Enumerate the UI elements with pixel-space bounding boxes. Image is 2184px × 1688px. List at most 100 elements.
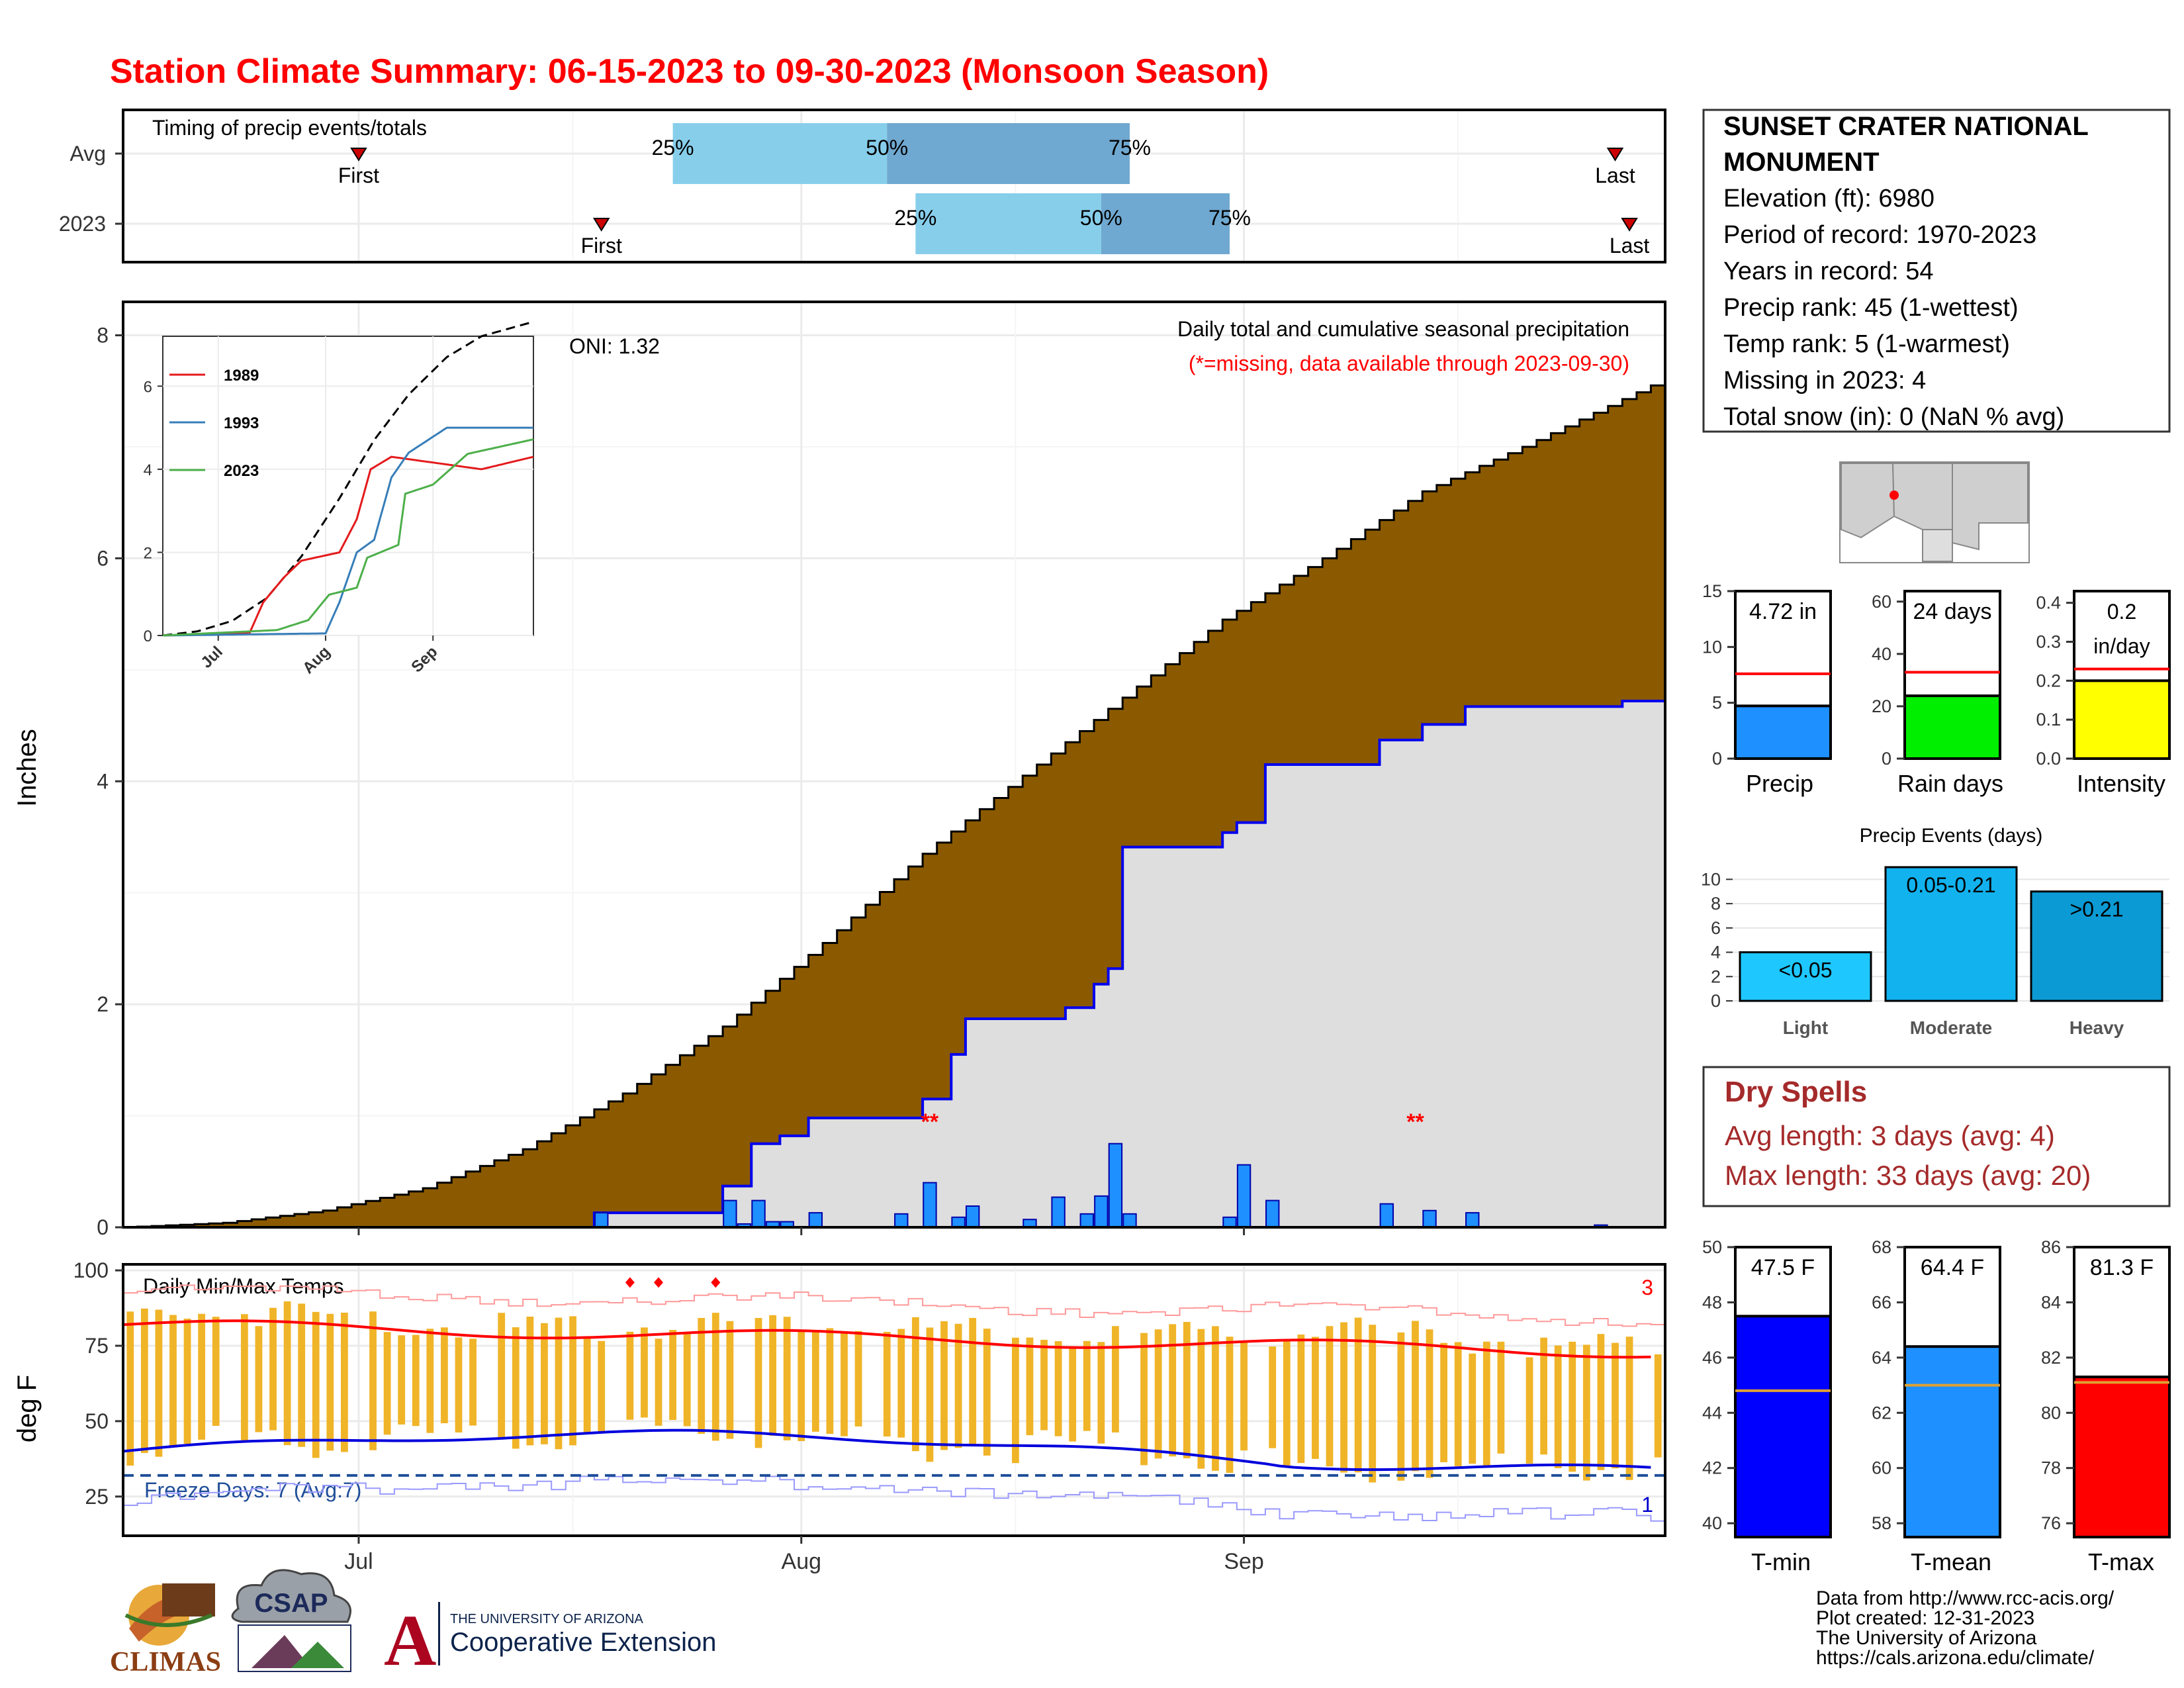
timing-last-label: Last [1610, 234, 1650, 258]
tmax-summary-y-tick-label: 82 [2041, 1348, 2061, 1368]
timing-box-25-50 [672, 123, 887, 184]
intensity-summary-y-tick-label: 0.3 [2036, 632, 2061, 651]
cold-days-count: 1 [1641, 1493, 1653, 1517]
events-y-tick-label: 6 [1711, 918, 1721, 938]
daily-temp-bar [1412, 1321, 1419, 1472]
daily-temp-bar [1354, 1317, 1362, 1473]
tmax-bar-xlabel: T-max [2088, 1548, 2154, 1575]
daily-temp-bar [1040, 1339, 1048, 1430]
tmean-summary-y-tick-label: 68 [1872, 1237, 1891, 1257]
main-ylabel: Inches [13, 729, 42, 807]
dry-spells-max: Max length: 33 days (avg: 20) [1725, 1160, 2091, 1191]
events-bar-light [1739, 951, 1872, 1002]
footer-line3: The University of Arizona [1816, 1627, 2037, 1649]
daily-temp-bar [469, 1338, 477, 1426]
daily-precip-bar [1222, 1216, 1237, 1228]
daily-temp-bar [240, 1314, 248, 1442]
daily-temp-bar [1183, 1322, 1191, 1458]
timing-box-50-75 [887, 123, 1130, 184]
tmean-summary-y-tick-label: 64 [1872, 1348, 1891, 1368]
ua-logo-line1: THE UNIVERSITY OF ARIZONA [450, 1612, 644, 1626]
cumulative-2023-area [123, 701, 1665, 1227]
x-tick-label: Sep [1224, 1549, 1264, 1574]
temp-y-tick-label: 100 [73, 1258, 109, 1282]
daily-temp-bar [1112, 1326, 1119, 1432]
daily-temp-bar [341, 1313, 348, 1452]
csap-logo: CSAP [231, 1569, 351, 1672]
daily-temp-bar [498, 1313, 506, 1440]
record-min-line [123, 1476, 1665, 1522]
daily-precip-bar [923, 1182, 937, 1228]
timing-box-50-75 [1101, 193, 1230, 254]
daily-temp-bar [1326, 1326, 1334, 1467]
station-precip-rank: Precip rank: 45 (1-wettest) [1723, 294, 2019, 322]
station-period: Period of record: 1970-2023 [1723, 221, 2036, 249]
daily-temp-bar [1397, 1332, 1405, 1481]
intensity-summary-y-tick-label: 0.0 [2036, 749, 2061, 769]
daily-temp-bar [1212, 1326, 1219, 1471]
timing-last-marker [1621, 218, 1638, 232]
daily-precip-bar [1465, 1212, 1480, 1229]
temp-panel-border [122, 1263, 1666, 1537]
daily-precip-bar [951, 1216, 966, 1228]
daily-temp-bar [626, 1331, 634, 1420]
main-y-tick-label: 6 [97, 546, 109, 570]
tmax-summary-y-tick-label: 76 [2041, 1513, 2061, 1533]
climas-logo-text: CLIMAS [110, 1647, 221, 1677]
daily-temp-bar [854, 1331, 862, 1427]
inset-y-tick-label: 0 [144, 628, 152, 645]
timing-row-avg-label: Avg [69, 142, 106, 165]
daily-temp-bar [669, 1330, 676, 1421]
daily-temp-bar [754, 1317, 762, 1448]
events-bar-label: <0.05 [1779, 959, 1833, 982]
daily-temp-bar [1469, 1353, 1477, 1464]
raindays-summary-y-tick-label: 0 [1882, 749, 1891, 769]
daily-temp-bar [198, 1313, 206, 1440]
daily-temp-bar [1011, 1337, 1019, 1464]
daily-temp-bar [797, 1331, 805, 1442]
events-x-label: Heavy [2070, 1017, 2124, 1038]
precip-summary-y-tick-label: 0 [1712, 749, 1722, 769]
timing-q50-label: 50% [866, 136, 908, 160]
daily-temp-bar [583, 1336, 591, 1434]
events-y-tick-label: 2 [1711, 966, 1721, 986]
page-title: Station Climate Summary: 06-15-2023 to 0… [110, 52, 1269, 91]
daily-temp-bar [1525, 1357, 1533, 1464]
daily-precip-bar [594, 1212, 609, 1229]
main-y-tick-label: 2 [97, 992, 109, 1016]
daily-temp-bar [1625, 1336, 1633, 1480]
events-title: Precip Events (days) [1860, 825, 2043, 847]
main-panel-border [122, 301, 1666, 1229]
hot-days-count: 3 [1641, 1276, 1653, 1299]
record-high-marker [711, 1277, 721, 1288]
daily-temp-bar [1340, 1322, 1347, 1473]
daily-temp-bar [1069, 1348, 1077, 1442]
record-high-marker [654, 1277, 664, 1288]
tmax-summary-y-tick-label: 86 [2041, 1237, 2061, 1257]
daily-temp-bar [811, 1331, 819, 1432]
tmin-summary-bar [1734, 1315, 1832, 1539]
daily-temp-bar [1482, 1341, 1490, 1466]
daily-temp-bar [897, 1329, 905, 1438]
events-bar-label: 0.05-0.21 [1906, 873, 1995, 897]
timing-q25-label: 25% [894, 206, 936, 230]
station-name-line2: MONUMENT [1723, 148, 1880, 177]
daily-temp-bar [1083, 1340, 1091, 1431]
timing-first-label: First [581, 234, 622, 258]
timing-box-25-50 [915, 193, 1101, 254]
svg-text:A: A [384, 1600, 436, 1681]
daily-temp-bar [1226, 1336, 1234, 1473]
daily-temp-bar [512, 1327, 520, 1449]
daily-temp-bar [1312, 1336, 1319, 1459]
daily-precip-bar [808, 1212, 823, 1229]
daily-precip-bar [751, 1199, 766, 1229]
timing-panel-border [122, 109, 1666, 263]
daily-temp-bar [926, 1327, 934, 1462]
timing-q75-label: 75% [1208, 206, 1251, 230]
tmean-bar-xlabel: T-mean [1911, 1548, 1991, 1575]
tmean-summary-y-tick-label: 62 [1872, 1403, 1891, 1423]
daily-temp-bar [969, 1317, 977, 1446]
station-elevation: Elevation (ft): 6980 [1723, 185, 1934, 212]
intensity-summary-y-tick-label: 0.2 [2036, 671, 2061, 690]
